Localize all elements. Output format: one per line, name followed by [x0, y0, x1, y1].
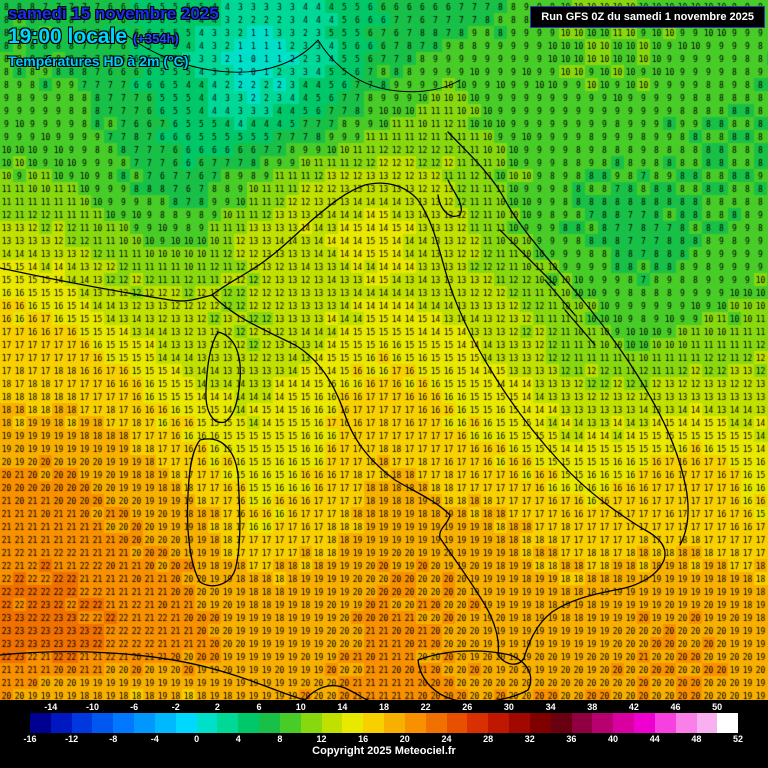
scale-swatch: [217, 713, 239, 733]
scale-label: 10: [295, 702, 306, 712]
scale-swatch: [154, 713, 176, 733]
scale-swatch: [592, 713, 614, 733]
scale-swatch: [342, 713, 364, 733]
scale-label: 30: [503, 702, 514, 712]
scale-swatch: [92, 713, 114, 733]
scale-label: 0: [194, 734, 200, 744]
scale-label: -12: [65, 734, 79, 744]
scale-swatch: [446, 713, 468, 733]
scale-label: 14: [337, 702, 348, 712]
temperature-field-canvas: [0, 0, 768, 700]
scale-swatch: [509, 713, 530, 733]
scale-label: 12: [316, 734, 327, 744]
map-area: samedi 15 novembre 2025 19:00 locale (+3…: [0, 0, 768, 700]
scale-label: -14: [44, 702, 58, 712]
scale-swatch: [113, 713, 135, 733]
scale-label: 24: [441, 734, 452, 744]
scale-label: -8: [109, 734, 118, 744]
scale-label: -16: [23, 734, 37, 744]
scale-label: 52: [732, 734, 744, 744]
scale-swatch: [196, 713, 218, 733]
map-subtitle: Températures HD à 2m (°C): [8, 52, 189, 69]
forecast-time: 19:00 locale (+354h): [8, 25, 219, 49]
scale-label: 48: [691, 734, 702, 744]
scale-swatch: [404, 713, 426, 733]
scale-label: -6: [130, 702, 139, 712]
scale-label: 20: [399, 734, 410, 744]
scale-swatch: [30, 713, 51, 733]
scale-swatch: [363, 713, 385, 733]
scale-label: 26: [462, 702, 473, 712]
scale-label: 18: [378, 702, 390, 712]
scale-swatch: [696, 713, 718, 733]
scale-swatch: [550, 713, 572, 733]
local-time-label: 19:00 locale: [8, 24, 128, 48]
scale-swatch: [654, 713, 676, 733]
scale-label: 6: [256, 702, 262, 712]
color-scale-bar: [30, 713, 739, 733]
scale-labels-bottom: -16 -12 -8 -4 0 4 8 12 16 20 24 28 32 36 40 44 48 52: [23, 734, 743, 744]
color-scale-legend: -14 -10 -6 -2 2 6 10 14 18 22 26 30 34 38 42 46 50 -16 -1…: [0, 700, 768, 768]
scale-label: 36: [566, 734, 577, 744]
scale-labels-top: -14 -10 -6 -2 2 6 10 14 18 22 26 30 34 38 42 46 50: [30, 702, 738, 712]
scale-label: 2: [214, 702, 220, 712]
scale-swatch: [321, 713, 343, 733]
scale-swatch: [238, 713, 260, 733]
forecast-date: samedi 15 novembre 2025: [8, 4, 219, 23]
scale-label: 16: [358, 734, 369, 744]
scale-swatch: [384, 713, 405, 733]
run-info-box: Run GFS 0Z du samedi 1 novembre 2025: [530, 6, 765, 28]
scale-swatch: [71, 713, 93, 733]
scale-label: 4: [235, 734, 241, 744]
scale-swatch: [488, 713, 510, 733]
scale-label: 38: [587, 702, 598, 712]
scale-label: 40: [608, 734, 619, 744]
scale-label: 28: [483, 734, 494, 744]
scale-swatch: [613, 713, 635, 733]
scale-swatch: [425, 713, 447, 733]
scale-label: 8: [277, 734, 283, 744]
scale-label: 46: [670, 702, 681, 712]
copyright-text: Copyright 2025 Meteociel.fr: [312, 745, 456, 757]
scale-swatch: [467, 713, 489, 733]
scale-swatch: [300, 713, 322, 733]
scale-swatch: [571, 713, 593, 733]
scale-label: -10: [85, 702, 99, 712]
scale-label: 32: [524, 734, 535, 744]
scale-swatch: [259, 713, 280, 733]
scale-swatch: [279, 713, 301, 733]
scale-label: 34: [545, 702, 556, 712]
map-titles: samedi 15 novembre 2025 19:00 locale (+3…: [8, 4, 219, 69]
scale-swatch: [634, 713, 655, 733]
scale-label: 22: [420, 702, 431, 712]
scale-label: 50: [712, 702, 723, 712]
scale-swatch: [675, 713, 697, 733]
scale-label: -2: [171, 702, 180, 712]
scale-label: -4: [150, 734, 159, 744]
scale-swatch: [50, 713, 72, 733]
scale-label: 44: [649, 734, 660, 744]
scale-swatch: [134, 713, 155, 733]
scale-swatch: [529, 713, 551, 733]
forecast-offset-label: (+354h): [132, 30, 179, 46]
scale-swatch: [717, 713, 739, 733]
scale-label: 42: [628, 702, 639, 712]
scale-swatch: [175, 713, 197, 733]
